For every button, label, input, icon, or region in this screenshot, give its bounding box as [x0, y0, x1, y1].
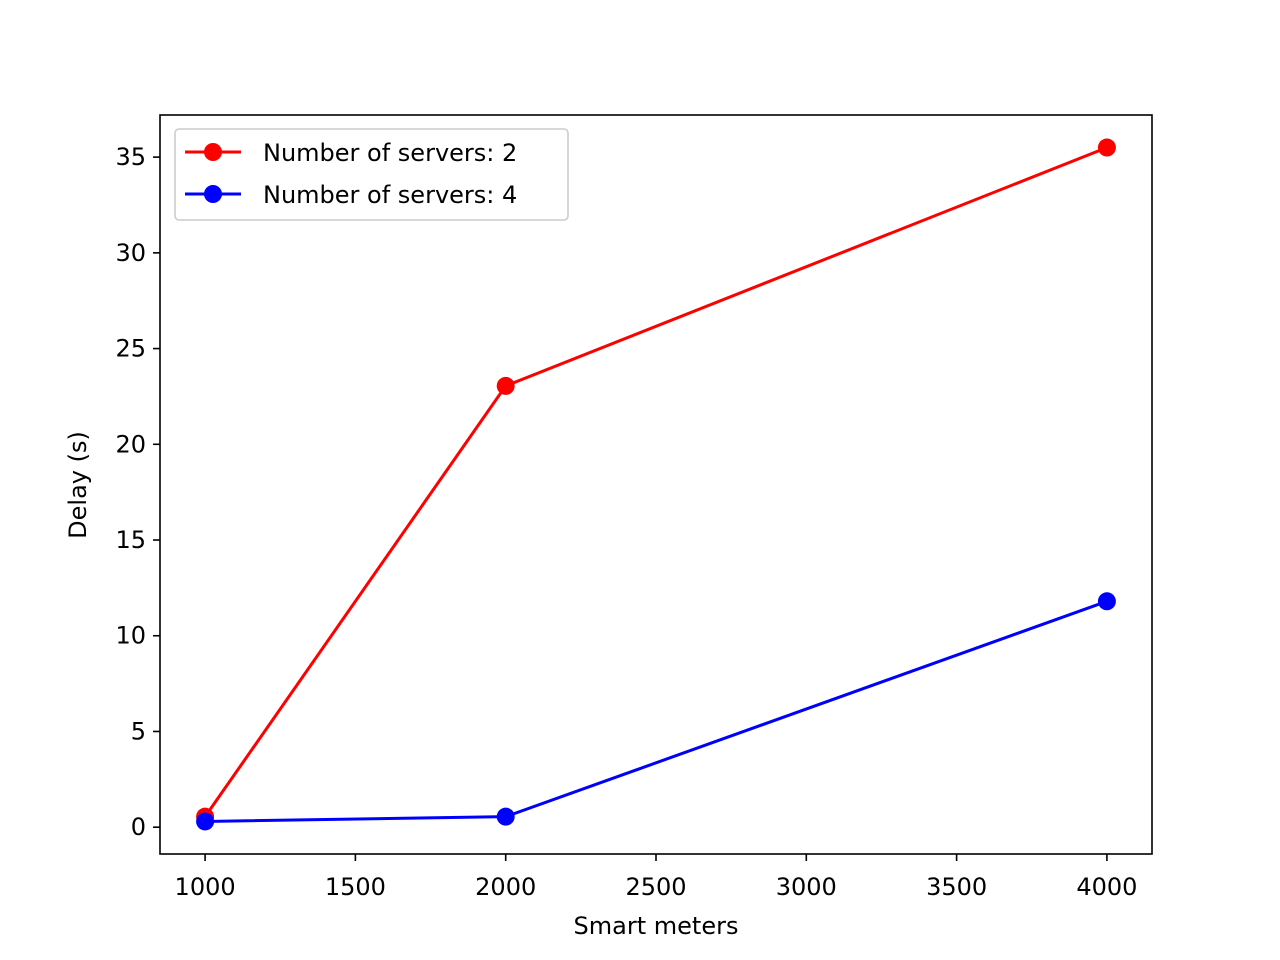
- data-point-series-1: [496, 376, 515, 395]
- legend: Number of servers: 2 Number of servers: …: [174, 128, 569, 221]
- data-point-series-2: [496, 807, 515, 826]
- y-tick-label: 20: [115, 430, 146, 458]
- y-axis-label: Delay (s): [64, 431, 92, 539]
- x-tick-label: 2000: [475, 873, 536, 901]
- x-tick-label: 1000: [175, 873, 236, 901]
- legend-box: [174, 128, 569, 221]
- x-tick-label: 1500: [325, 873, 386, 901]
- data-point-series-2: [196, 812, 215, 831]
- y-tick-label: 25: [115, 335, 146, 363]
- y-tick-label: 15: [115, 526, 146, 554]
- x-tick-label: 2500: [625, 873, 686, 901]
- legend-marker-servers-2: [204, 143, 222, 161]
- x-tick-label: 3500: [926, 873, 987, 901]
- data-point-series-1: [1097, 138, 1116, 157]
- x-axis-ticks: 1000 1500 2000 2500 3000 3500 4000: [175, 854, 1137, 901]
- y-tick-label: 5: [131, 717, 146, 745]
- y-tick-label: 0: [131, 813, 146, 841]
- plot-area: [160, 115, 1152, 854]
- y-axis-ticks: 0 5 10 15 20 25 30 35: [115, 143, 160, 841]
- y-tick-label: 30: [115, 239, 146, 267]
- y-tick-label: 35: [115, 143, 146, 171]
- x-axis-label: Smart meters: [574, 912, 739, 940]
- x-tick-label: 3000: [776, 873, 837, 901]
- y-tick-label: 10: [115, 622, 146, 650]
- data-point-series-2: [1097, 592, 1116, 611]
- x-tick-label: 4000: [1076, 873, 1137, 901]
- legend-label-servers-2: Number of servers: 2: [263, 139, 517, 167]
- legend-label-servers-4: Number of servers: 4: [263, 181, 517, 209]
- legend-marker-servers-4: [204, 185, 222, 203]
- series-layer: [196, 138, 1116, 831]
